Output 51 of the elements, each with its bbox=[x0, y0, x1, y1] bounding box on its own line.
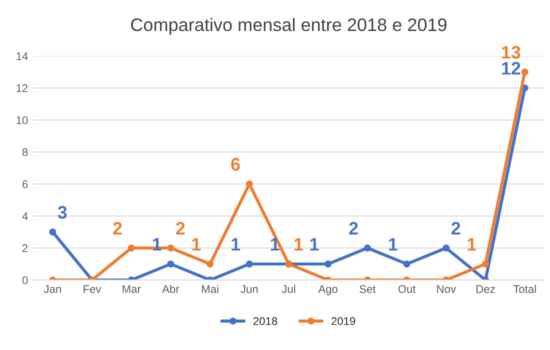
y-tick-label: 0 bbox=[22, 276, 28, 284]
data-label: 2 bbox=[349, 222, 358, 235]
point bbox=[167, 244, 174, 252]
x-tick-label: Out bbox=[398, 285, 416, 294]
data-label: 1 bbox=[232, 238, 240, 251]
point bbox=[49, 228, 56, 236]
legend-label: 2019 bbox=[332, 317, 356, 326]
x-tick-label: Set bbox=[360, 285, 376, 294]
x-tick-label: Mar bbox=[122, 285, 141, 294]
y-tick-label: 14 bbox=[16, 52, 28, 60]
data-label: 6 bbox=[231, 158, 240, 171]
y-tick-label: 4 bbox=[22, 212, 28, 220]
x-tick-label: Ago bbox=[318, 285, 338, 296]
point bbox=[442, 244, 450, 252]
point bbox=[364, 244, 371, 252]
data-label: 1 bbox=[294, 238, 303, 251]
data-label: 2 bbox=[176, 222, 185, 235]
data-label: 1 bbox=[192, 238, 201, 251]
x-tick-label: Dez bbox=[476, 285, 495, 294]
legend-label: 2018 bbox=[253, 317, 278, 326]
data-label: 1 bbox=[389, 238, 398, 251]
data-label: 3 bbox=[58, 206, 67, 219]
x-tick-label: Fev bbox=[84, 285, 102, 294]
x-tick-label: Jun bbox=[240, 285, 258, 294]
point bbox=[206, 260, 214, 268]
x-tick-label: Abr bbox=[162, 284, 180, 294]
data-label: 2 bbox=[451, 222, 460, 235]
point bbox=[482, 260, 489, 268]
x-tick-label: Jan bbox=[44, 285, 61, 294]
y-tick-label: 10 bbox=[16, 116, 28, 124]
point bbox=[167, 260, 174, 268]
x-tick-label: Total bbox=[513, 284, 536, 294]
point bbox=[246, 180, 253, 188]
y-tick-label: 2 bbox=[22, 244, 28, 252]
x-tick-label: Jul bbox=[282, 284, 296, 294]
data-label: 13 bbox=[502, 46, 520, 59]
point bbox=[128, 244, 135, 252]
y-tick-label: 12 bbox=[16, 84, 28, 92]
point bbox=[246, 260, 253, 268]
data-label: 2 bbox=[113, 222, 122, 235]
x-tick-label: Mai bbox=[202, 284, 218, 294]
chart-title: Comparativo mensal entre 2018 e 2019 bbox=[131, 18, 446, 35]
y-tick-label: 8 bbox=[22, 148, 28, 156]
point bbox=[324, 260, 332, 268]
y-tick-label: 6 bbox=[22, 180, 28, 188]
data-label: 1 bbox=[310, 238, 319, 251]
x-tick-label: Nov bbox=[437, 285, 456, 294]
point bbox=[403, 260, 410, 268]
data-label: 12 bbox=[502, 62, 520, 75]
point bbox=[521, 68, 528, 76]
data-label: 1 bbox=[468, 238, 476, 251]
